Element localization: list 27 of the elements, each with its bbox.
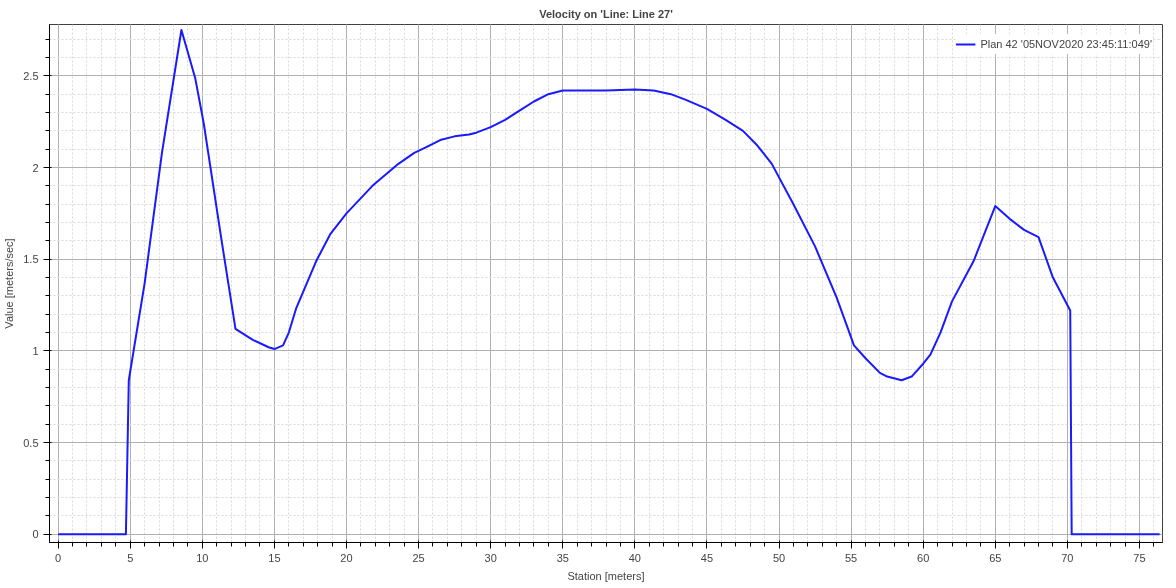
- y-tick-label: 2: [32, 161, 39, 174]
- y-tick-label: 1.5: [23, 253, 39, 266]
- x-axis-title: Station [meters]: [567, 569, 645, 582]
- x-tick-label: 10: [196, 551, 209, 564]
- x-tick-label: 15: [268, 551, 281, 564]
- y-tick-label: 0.5: [23, 436, 39, 449]
- x-tick-label: 55: [844, 551, 858, 564]
- x-tick-label: 60: [917, 551, 930, 564]
- y-tick-label: 1: [32, 344, 39, 357]
- x-tick-label: 0: [55, 551, 62, 564]
- x-tick-label: 30: [484, 551, 497, 564]
- x-tick-label: 35: [556, 551, 569, 564]
- x-tick-label: 45: [700, 551, 714, 564]
- x-tick-label: 40: [628, 551, 641, 564]
- x-tick-label: 5: [127, 551, 134, 564]
- y-tick-label: 0: [32, 528, 39, 541]
- x-tick-label: 70: [1061, 551, 1074, 564]
- y-tick-label: 2.5: [23, 69, 39, 82]
- x-tick-label: 25: [412, 551, 425, 564]
- chart-title: Velocity on 'Line: Line 27': [539, 7, 674, 20]
- y-axis-title: Value [meters/sec]: [3, 238, 16, 329]
- x-tick-label: 20: [340, 551, 353, 564]
- legend-label: Plan 42 '05NOV2020 23:45:11:049': [980, 38, 1152, 50]
- x-tick-label: 50: [772, 551, 786, 564]
- x-tick-label: 75: [1133, 551, 1146, 564]
- line-series: [57, 29, 1161, 536]
- x-tick-label: 65: [989, 551, 1002, 564]
